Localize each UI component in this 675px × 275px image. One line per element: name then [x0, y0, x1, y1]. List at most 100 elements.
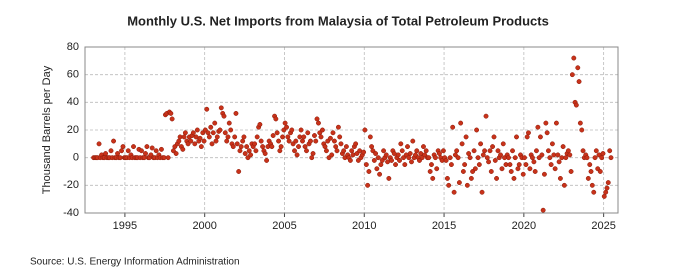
data-point	[571, 55, 577, 61]
data-point	[302, 144, 308, 150]
data-point	[377, 171, 383, 177]
data-point	[304, 148, 309, 154]
data-point	[405, 144, 410, 150]
data-point	[479, 189, 485, 195]
data-point	[194, 127, 200, 133]
data-point	[507, 162, 513, 168]
data-point	[237, 148, 243, 154]
data-point	[224, 138, 230, 144]
data-point	[327, 135, 333, 141]
data-point	[534, 148, 539, 154]
data-point	[585, 175, 591, 181]
data-point	[210, 130, 216, 136]
data-point	[381, 148, 387, 154]
data-point	[313, 138, 319, 144]
data-point	[316, 120, 321, 126]
data-point	[568, 169, 574, 174]
data-point	[173, 151, 179, 156]
data-point	[462, 162, 468, 168]
data-point	[480, 152, 486, 158]
data-point	[201, 138, 207, 144]
data-point	[434, 166, 440, 172]
data-point	[221, 113, 227, 119]
data-point	[576, 79, 582, 85]
data-point	[510, 148, 515, 154]
data-point	[395, 152, 401, 158]
x-tick-label: 2000	[192, 220, 216, 232]
data-point	[593, 148, 599, 154]
data-point	[300, 138, 305, 144]
data-point	[349, 148, 355, 154]
data-point	[204, 106, 210, 112]
data-point	[385, 159, 391, 165]
data-point	[556, 159, 562, 165]
data-point	[363, 162, 369, 168]
data-point	[565, 148, 571, 154]
data-point	[524, 134, 530, 140]
data-point	[341, 148, 347, 154]
data-point	[234, 141, 240, 147]
data-point	[333, 144, 339, 150]
data-point	[414, 148, 420, 154]
data-point	[409, 159, 414, 165]
data-point	[96, 141, 102, 147]
data-point	[450, 124, 456, 130]
data-point	[226, 120, 232, 126]
data-point	[149, 145, 155, 151]
data-point	[258, 138, 264, 144]
data-point	[499, 166, 505, 172]
data-point	[168, 110, 174, 116]
data-point	[318, 134, 324, 140]
data-point	[294, 152, 300, 158]
data-point	[378, 162, 384, 168]
data-point	[588, 169, 594, 174]
data-point	[579, 127, 585, 133]
data-point	[532, 169, 538, 174]
data-point	[464, 182, 470, 188]
x-tick-label: 2005	[272, 220, 296, 232]
data-point	[236, 169, 242, 174]
data-point	[320, 127, 325, 133]
y-tick-label: -40	[63, 207, 79, 219]
data-point	[410, 138, 416, 144]
data-point	[334, 148, 340, 154]
data-point	[286, 138, 292, 144]
data-point	[289, 127, 295, 133]
data-point	[475, 155, 481, 161]
data-point	[515, 166, 521, 172]
data-point	[115, 151, 121, 156]
data-point	[182, 130, 188, 136]
data-point	[591, 189, 597, 195]
data-point	[374, 166, 380, 172]
data-point	[467, 155, 473, 161]
data-point	[309, 155, 315, 161]
data-point	[603, 189, 609, 195]
data-point	[242, 151, 248, 156]
data-point	[537, 134, 543, 140]
data-point	[338, 141, 344, 147]
chart-title: Monthly U.S. Net Imports from Malaysia o…	[127, 13, 549, 28]
data-point	[285, 134, 291, 140]
data-point	[329, 152, 335, 158]
data-point	[555, 152, 561, 158]
data-point	[335, 124, 341, 130]
data-point	[389, 157, 395, 163]
data-point	[296, 144, 301, 150]
data-point	[604, 185, 610, 191]
data-point	[440, 148, 446, 154]
data-point	[111, 138, 117, 144]
data-point	[323, 148, 329, 154]
data-point	[541, 171, 547, 177]
data-point	[139, 148, 144, 154]
x-tick-label: 1995	[113, 220, 137, 232]
data-point	[447, 155, 453, 161]
data-point	[522, 155, 527, 161]
data-point	[458, 120, 464, 126]
data-point	[418, 151, 424, 156]
data-point	[260, 144, 266, 150]
data-point	[233, 110, 239, 116]
data-point	[343, 144, 349, 150]
data-point	[573, 102, 579, 108]
data-point	[539, 152, 545, 158]
